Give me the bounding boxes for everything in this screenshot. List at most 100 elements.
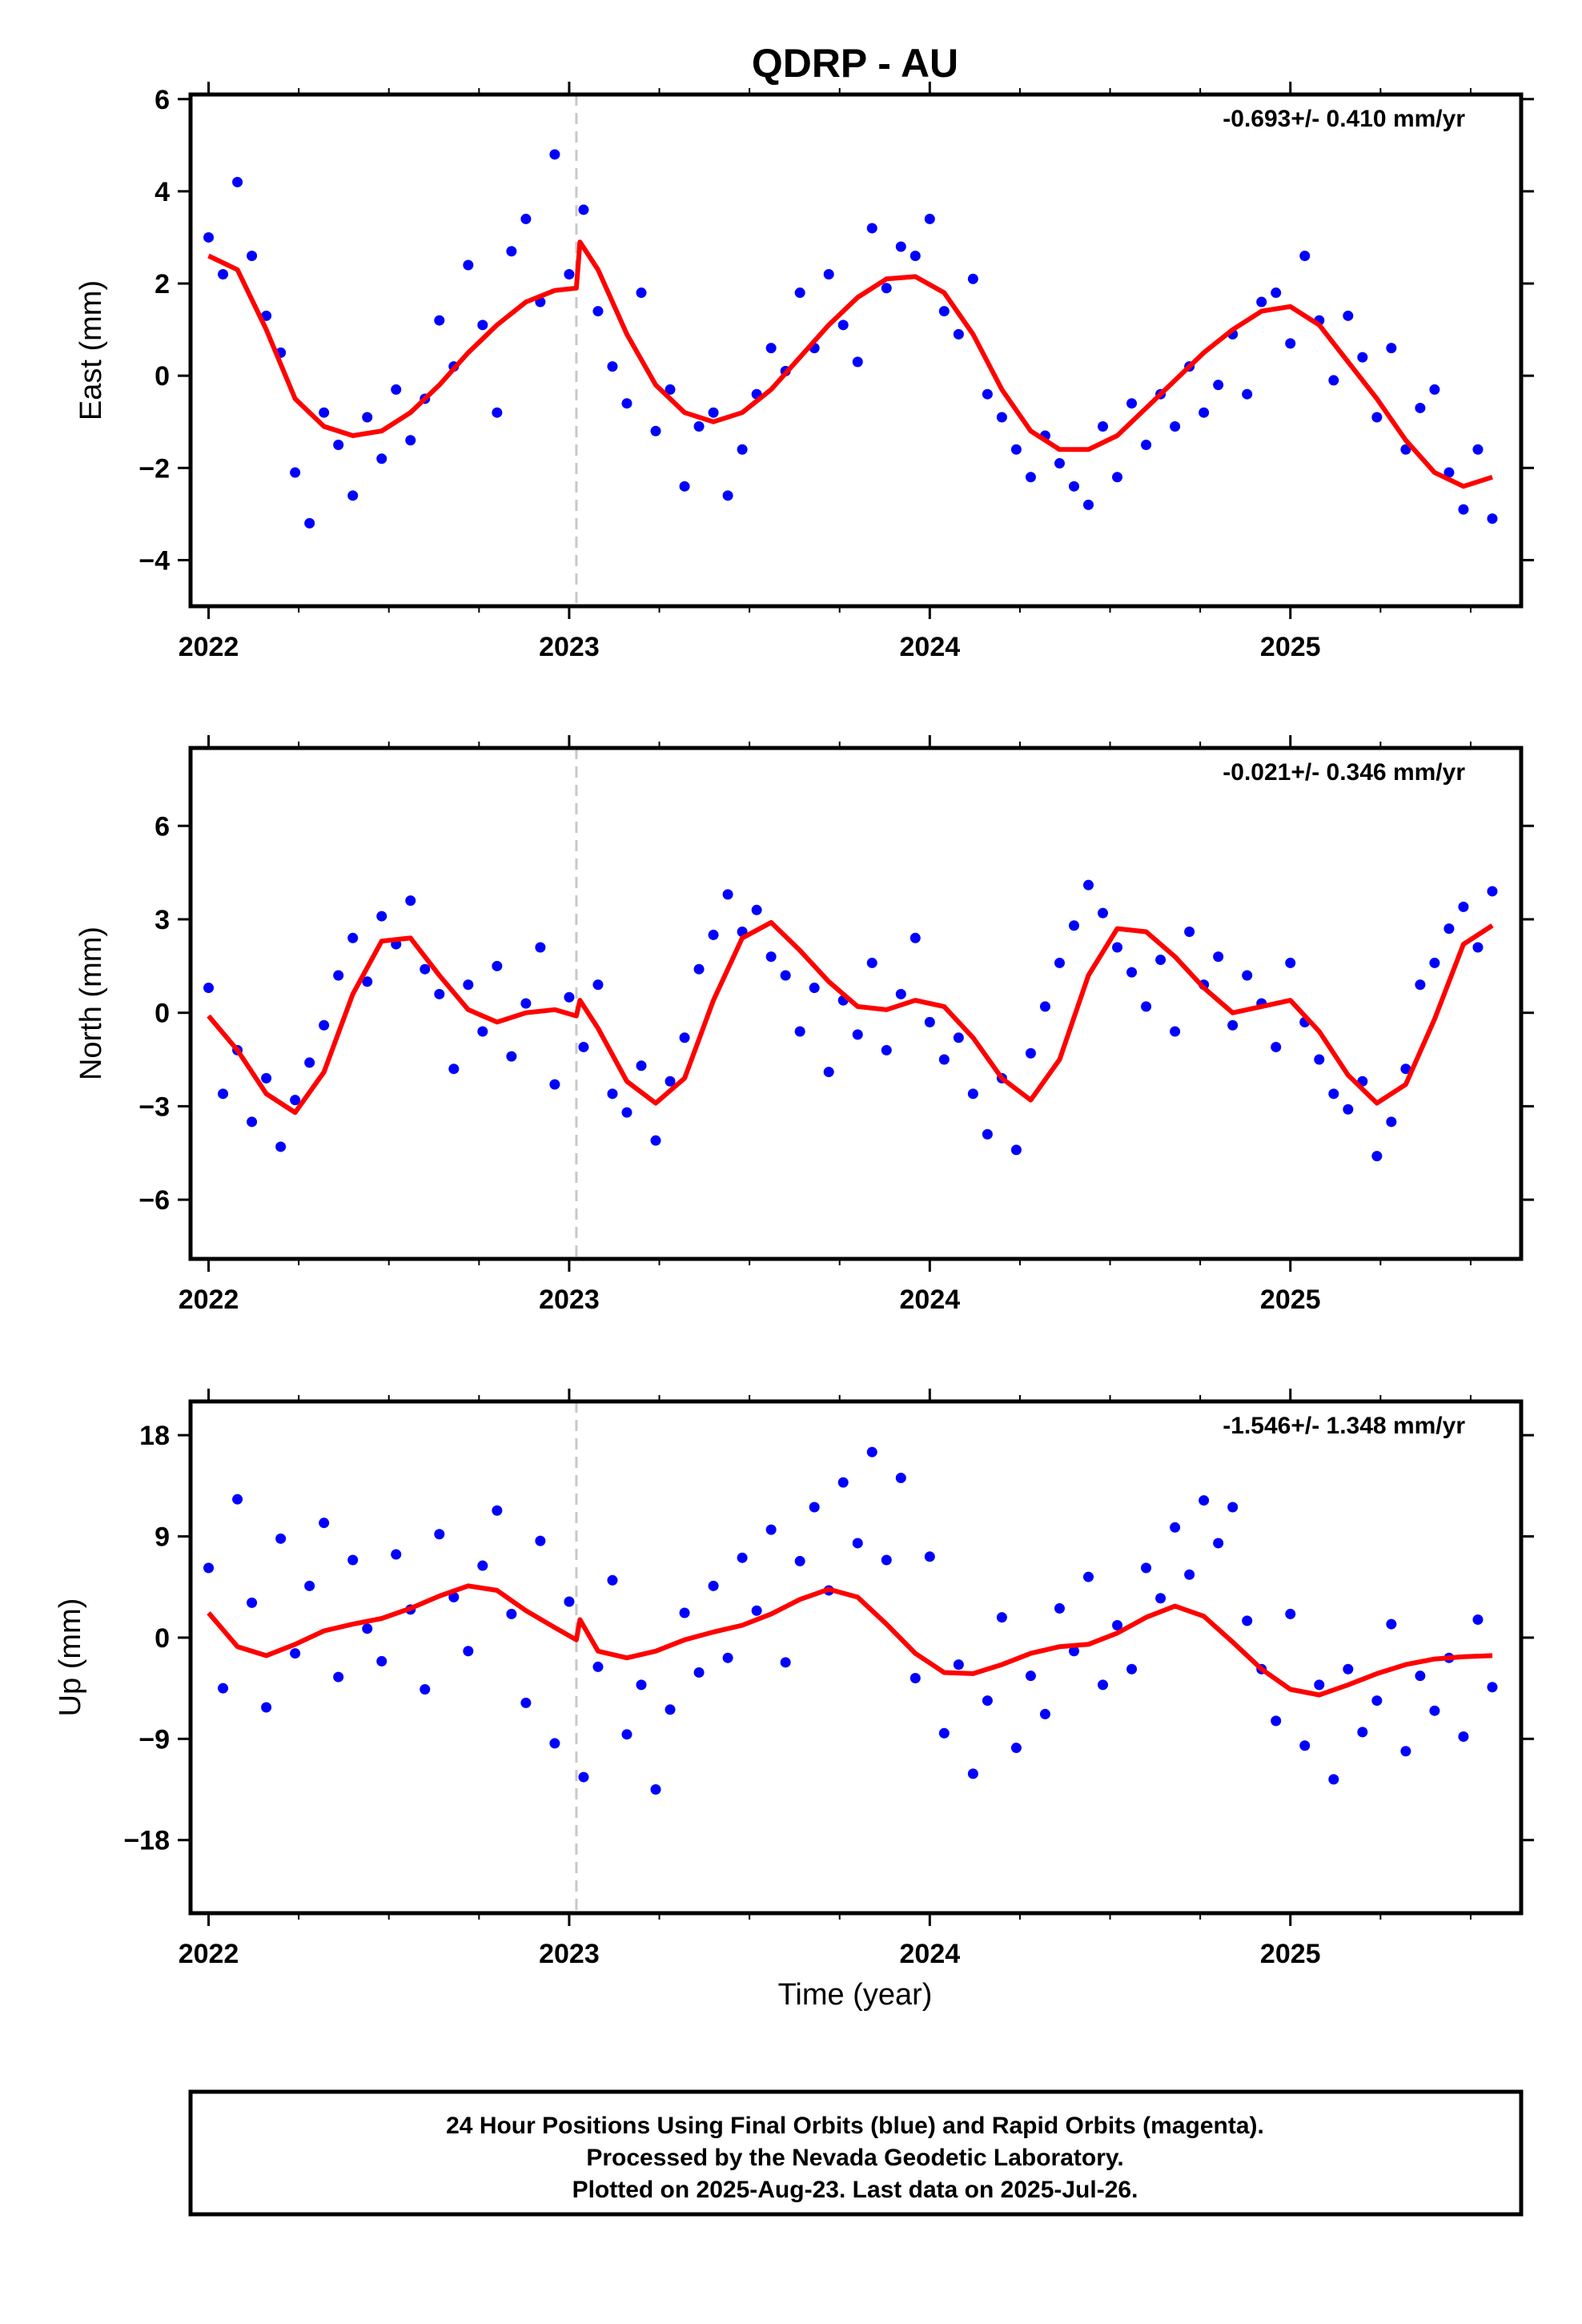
data-point	[1054, 1602, 1065, 1614]
data-point	[967, 1768, 978, 1779]
data-point	[895, 988, 906, 999]
y-tick-label: 9	[155, 1522, 170, 1553]
data-point	[909, 250, 921, 261]
data-point	[1343, 1663, 1354, 1675]
data-point	[1054, 957, 1065, 968]
data-point	[693, 1667, 705, 1678]
data-point	[1155, 1593, 1166, 1604]
data-point	[463, 979, 474, 991]
data-point	[592, 1661, 604, 1672]
data-point	[347, 1554, 359, 1566]
data-point	[218, 269, 229, 280]
data-point	[492, 1505, 503, 1516]
data-point	[924, 1016, 935, 1027]
data-point	[1400, 1063, 1411, 1075]
data-point	[232, 1494, 243, 1505]
x-tick-label: 2022	[179, 1939, 239, 1969]
data-point	[1242, 970, 1253, 981]
rate-label: -0.693+/- 0.410 mm/yr	[1223, 106, 1465, 132]
x-tick-label: 2024	[900, 632, 961, 662]
data-point	[1199, 1495, 1210, 1506]
data-point	[434, 988, 445, 999]
data-point	[304, 1057, 315, 1068]
data-point	[1184, 927, 1195, 938]
data-point	[578, 204, 589, 215]
data-point	[1314, 1679, 1325, 1691]
data-point	[1141, 1001, 1152, 1012]
footer-line-2: Processed by the Nevada Geodetic Laborat…	[586, 2145, 1123, 2171]
data-point	[347, 932, 359, 943]
y-tick-label: −18	[123, 1826, 170, 1856]
data-point	[203, 983, 215, 994]
data-point	[261, 310, 272, 321]
data-point	[391, 1549, 402, 1560]
data-point	[434, 1529, 445, 1540]
data-point	[823, 269, 834, 280]
data-point	[665, 1076, 676, 1087]
data-point	[1328, 375, 1339, 386]
data-point	[1112, 1619, 1123, 1630]
data-point	[722, 490, 733, 501]
rate-label: -1.546+/- 1.348 mm/yr	[1223, 1413, 1465, 1439]
panels-group: 2022 2023 2024 2025 −4 −2 0 2 4 6 East (mm) -0.693+…	[54, 82, 1534, 1969]
data-point	[823, 1067, 834, 1078]
data-point	[1098, 1679, 1109, 1691]
data-point	[1386, 1618, 1397, 1630]
data-point	[1429, 957, 1440, 968]
data-point	[1371, 412, 1383, 423]
data-point	[492, 407, 503, 418]
data-point	[1299, 1740, 1311, 1751]
data-point	[1299, 250, 1311, 261]
y-tick-label: 18	[139, 1421, 170, 1451]
data-point	[261, 1072, 272, 1084]
data-point	[319, 407, 330, 418]
data-point	[1314, 1054, 1325, 1065]
data-point	[1199, 407, 1210, 418]
data-point	[376, 453, 387, 464]
data-point	[1328, 1088, 1339, 1100]
data-point	[1242, 388, 1253, 400]
data-point	[765, 951, 777, 963]
data-point	[982, 388, 993, 400]
data-point	[1083, 499, 1094, 510]
data-point	[1256, 296, 1267, 308]
panel-2: 2022 2023 2024 2025 −6 −3 0 3 6 North (mm) -0.021+…	[74, 735, 1534, 1315]
data-point	[290, 1648, 301, 1659]
data-point	[1126, 1663, 1138, 1675]
data-point	[1371, 1151, 1383, 1162]
data-point	[247, 250, 258, 261]
x-tick-label: 2025	[1260, 1285, 1321, 1315]
data-point	[924, 213, 935, 224]
data-point	[1184, 1569, 1195, 1580]
panel-3: 2022 2023 2024 2025 −18 −9 0 9 18 Up (mm) -1.546+/…	[54, 1389, 1534, 1969]
data-point	[895, 241, 906, 252]
data-point	[290, 1095, 301, 1106]
data-point	[535, 1535, 546, 1546]
data-point	[982, 1695, 993, 1707]
data-point	[1025, 1671, 1036, 1682]
data-point	[1170, 1522, 1181, 1533]
model-curve	[207, 919, 1494, 1116]
data-point	[506, 1051, 517, 1062]
data-point	[1054, 458, 1065, 469]
y-tick-label: 0	[155, 361, 170, 392]
data-point	[708, 407, 719, 418]
data-point	[1371, 1695, 1383, 1707]
y-tick-label: −3	[139, 1092, 170, 1122]
data-point	[1357, 1727, 1368, 1738]
data-point	[881, 283, 892, 294]
observation-points	[203, 149, 1498, 529]
data-point	[592, 306, 604, 317]
data-point	[938, 1727, 950, 1739]
data-point	[275, 1141, 287, 1152]
data-point	[1227, 1019, 1239, 1031]
data-point	[679, 1032, 690, 1043]
data-point	[420, 963, 431, 975]
data-point	[1285, 338, 1296, 349]
x-axis-label: Time (year)	[778, 1978, 933, 2012]
data-point	[1487, 513, 1498, 525]
data-point	[1098, 907, 1109, 919]
y-tick-label: 6	[155, 811, 170, 842]
data-point	[881, 1554, 892, 1566]
data-point	[1429, 384, 1440, 395]
